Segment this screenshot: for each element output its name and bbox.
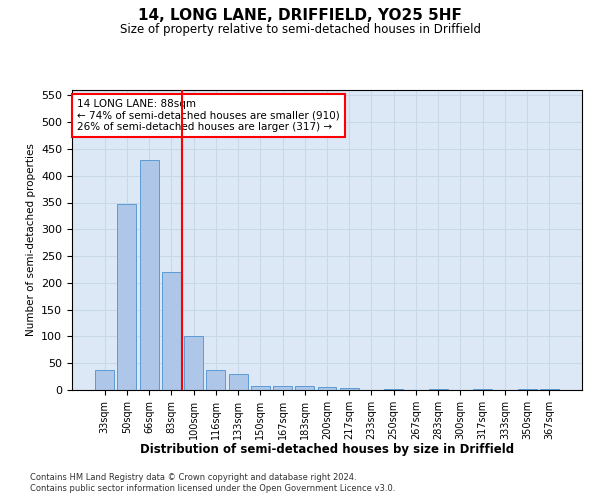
Text: Distribution of semi-detached houses by size in Driffield: Distribution of semi-detached houses by … xyxy=(140,442,514,456)
Text: Size of property relative to semi-detached houses in Driffield: Size of property relative to semi-detach… xyxy=(119,22,481,36)
Text: Contains public sector information licensed under the Open Government Licence v3: Contains public sector information licen… xyxy=(30,484,395,493)
Bar xyxy=(118,204,136,390)
Y-axis label: Number of semi-detached properties: Number of semi-detached properties xyxy=(26,144,35,336)
Bar xyxy=(384,389,403,390)
Text: 14, LONG LANE, DRIFFIELD, YO25 5HF: 14, LONG LANE, DRIFFIELD, YO25 5HF xyxy=(138,8,462,22)
Bar xyxy=(540,389,559,390)
Bar xyxy=(295,386,314,390)
Bar xyxy=(317,388,337,390)
Text: 14 LONG LANE: 88sqm
← 74% of semi-detached houses are smaller (910)
26% of semi-: 14 LONG LANE: 88sqm ← 74% of semi-detach… xyxy=(77,99,340,132)
Text: Contains HM Land Registry data © Crown copyright and database right 2024.: Contains HM Land Registry data © Crown c… xyxy=(30,472,356,482)
Bar xyxy=(140,160,158,390)
Bar xyxy=(162,272,181,390)
Bar xyxy=(273,386,292,390)
Bar xyxy=(95,370,114,390)
Bar xyxy=(340,388,359,390)
Bar xyxy=(518,389,536,390)
Bar xyxy=(429,389,448,390)
Bar xyxy=(206,370,225,390)
Bar xyxy=(251,386,270,390)
Bar xyxy=(184,336,203,390)
Bar xyxy=(473,389,492,390)
Bar xyxy=(229,374,248,390)
